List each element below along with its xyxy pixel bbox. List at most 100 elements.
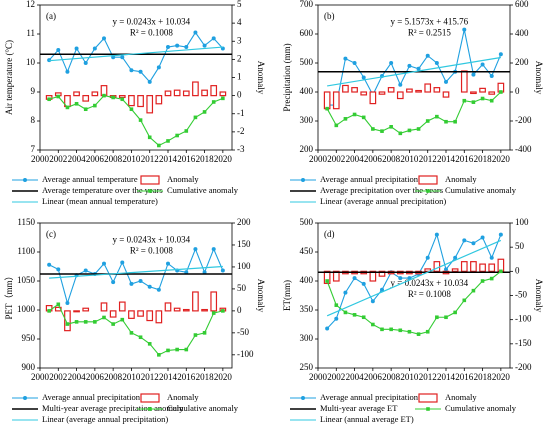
point [352, 112, 357, 117]
point [156, 65, 161, 70]
point [202, 110, 207, 114]
point [56, 47, 61, 52]
x-tick-label: 2008 [104, 372, 123, 382]
legend-label: Linear (mean annual temperature) [42, 196, 158, 206]
anomaly-bar [82, 95, 90, 102]
point [129, 68, 134, 73]
x-tick-label: 2010 [122, 154, 141, 164]
point [92, 46, 97, 51]
point [193, 115, 198, 120]
point [434, 232, 439, 237]
y-axis-label: Air temperature (°C) [4, 40, 14, 115]
y2-tick-label: 50 [515, 241, 525, 251]
point [425, 119, 430, 123]
anomaly-bar [369, 91, 377, 105]
anomaly-bar [332, 270, 340, 282]
anomaly-bar [497, 258, 505, 272]
point [416, 127, 421, 131]
legend-symbol [148, 189, 152, 193]
point [211, 36, 216, 41]
point [334, 123, 339, 128]
legend-label: Average temperature over the years [42, 185, 163, 195]
y2-tick-label: 3 [237, 35, 242, 45]
anomaly-bar [342, 84, 349, 93]
y-tick-label: 7 [31, 144, 36, 154]
y2-tick-label: 600 [515, 0, 529, 9]
y2-tick-label: -200 [515, 362, 532, 372]
legend-label: Average annual precipitation [320, 392, 419, 402]
point [147, 342, 152, 346]
point [193, 247, 198, 252]
legend-symbol [301, 396, 305, 400]
legend-label: Cumulative anomaly [445, 403, 517, 413]
y2-tick-label: -100 [515, 314, 532, 324]
x-tick-label: 2012 [419, 372, 437, 382]
point [56, 94, 61, 99]
point [220, 268, 225, 273]
point [56, 302, 61, 307]
legend-symbol [418, 393, 438, 403]
x-tick-label: 2018 [474, 372, 493, 382]
point [102, 93, 106, 98]
legend-label: Average annual precipitation [42, 392, 141, 402]
point [120, 260, 125, 265]
point [156, 287, 161, 292]
point [184, 129, 189, 133]
point [453, 310, 457, 315]
x-tick-label: 2000 [31, 154, 50, 164]
anomaly-bar [82, 307, 90, 312]
anomaly-bar [173, 307, 181, 312]
y-axis-label: PET（mm） [4, 271, 14, 319]
x-tick-label: 2008 [382, 154, 401, 164]
point [120, 97, 125, 102]
anomaly-bar [351, 87, 358, 93]
point [325, 106, 329, 111]
point [471, 241, 476, 246]
y-tick-label: 450 [300, 246, 314, 256]
y2-tick-label: 100 [237, 261, 251, 271]
anomaly-bar [479, 263, 486, 272]
x-tick-label: 2012 [419, 154, 437, 164]
x-tick-label: 2016 [455, 372, 474, 382]
anomaly-bar [479, 87, 486, 93]
x-tick-label: 2020 [214, 372, 233, 382]
point [74, 101, 79, 106]
point [371, 127, 375, 131]
x-tick-label: 2004 [68, 372, 87, 382]
point [166, 261, 170, 266]
point [65, 105, 70, 110]
point [93, 320, 97, 324]
legend-label: Anomaly [445, 392, 477, 402]
y-tick-label: 500 [300, 217, 314, 227]
point [138, 69, 143, 74]
x-tick-label: 2008 [104, 154, 123, 164]
series-line [48, 31, 224, 83]
y2-axis-label: Anomaly [534, 61, 544, 95]
point [147, 284, 152, 289]
x-tick-label: 2010 [122, 372, 141, 382]
x-tick-label: 2014 [437, 372, 456, 382]
y2-tick-label: 200 [237, 217, 251, 227]
point [499, 90, 503, 94]
point [389, 327, 393, 332]
point [325, 326, 330, 331]
anomaly-bar [109, 310, 117, 318]
x-tick-label: 2000 [309, 154, 328, 164]
anomaly-bar [360, 91, 368, 96]
anomaly-bar [323, 270, 331, 285]
x-tick-label: 2012 [141, 372, 159, 382]
anomaly-bar [201, 308, 208, 312]
point [175, 347, 179, 352]
legend-symbol [426, 407, 430, 411]
y2-tick-label: 4 [237, 17, 242, 27]
anomaly-bar [378, 270, 386, 277]
point [120, 317, 125, 322]
anomaly-bar [378, 91, 386, 95]
anomaly-bar [415, 89, 422, 93]
y2-tick-label: 100 [515, 217, 529, 227]
point [416, 332, 421, 336]
anomaly-bar [164, 90, 172, 97]
r-squared: R² = 0.1008 [130, 27, 174, 37]
y2-tick-label: 1 [237, 72, 242, 82]
x-tick-label: 2002 [49, 154, 67, 164]
